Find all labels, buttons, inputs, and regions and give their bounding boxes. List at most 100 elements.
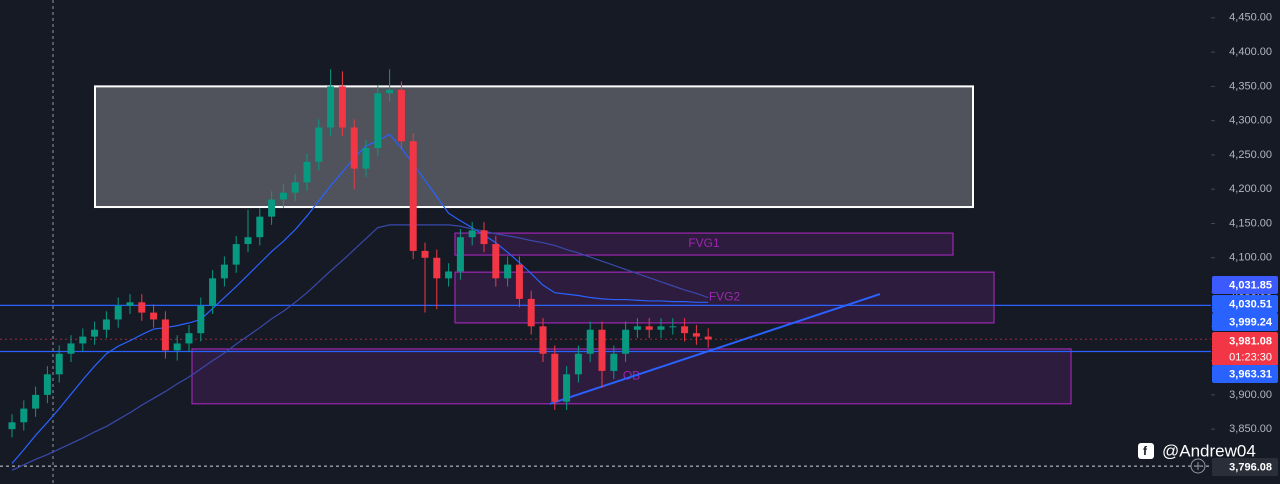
price-tag — [1212, 332, 1278, 350]
zone — [94, 85, 974, 209]
candle-body — [563, 374, 571, 402]
candle-body — [268, 199, 276, 217]
price-axis: 4,450.00 4,400.00 4,350.00 4,300.00 4,250.00… — [1211, 0, 1280, 484]
candle-body — [338, 86, 346, 128]
candle-body — [480, 230, 488, 245]
candle-body — [185, 333, 193, 344]
plus-circle[interactable] — [1190, 458, 1206, 474]
y-tick-label: 4,300.00 — [1229, 115, 1272, 127]
candle-body — [20, 408, 28, 423]
candle-body — [91, 329, 99, 337]
moving-average — [11, 224, 709, 471]
candle-body — [527, 298, 535, 327]
candle-body — [32, 394, 40, 409]
price-tag — [1212, 365, 1278, 383]
trendline — [549, 293, 881, 405]
candle-body — [421, 250, 429, 258]
candle-body — [515, 264, 523, 299]
candle-body — [67, 343, 75, 354]
candle-body — [397, 89, 405, 142]
countdown-bg — [1212, 349, 1278, 365]
price-tag-label: 3,796.08 — [1229, 461, 1272, 473]
candle-body — [622, 329, 630, 354]
y-tick-label: 4,450.00 — [1229, 12, 1272, 24]
candle-body — [551, 353, 559, 402]
candle-body — [362, 148, 370, 169]
candle-body — [633, 326, 641, 330]
zone — [454, 232, 954, 256]
candle-body — [374, 93, 382, 149]
logo — [1138, 443, 1154, 459]
y-tick-label: 3,850.00 — [1229, 423, 1272, 435]
y-tick-label: 3,900.00 — [1229, 389, 1272, 401]
candle-body — [327, 86, 335, 128]
candle-body — [197, 305, 205, 334]
candle-body — [173, 343, 181, 351]
y-tick-label: 4,250.00 — [1229, 149, 1272, 161]
price-tag-label: 3,999.24 — [1229, 316, 1273, 328]
price-tag — [1212, 276, 1278, 294]
candle-body — [315, 127, 323, 162]
candle-body — [704, 336, 712, 340]
candle-body — [657, 326, 665, 330]
candle-body — [468, 230, 476, 238]
zone-label: FVG2 — [709, 290, 741, 304]
candle-body — [586, 329, 594, 354]
candle-body — [681, 326, 689, 334]
candle-body — [692, 333, 700, 337]
candle-body — [256, 216, 264, 238]
candle-body — [504, 264, 512, 279]
candle-body — [279, 192, 287, 200]
candle-body — [539, 326, 547, 354]
watermark: @Andrew04 — [1162, 441, 1256, 460]
candle-body — [8, 422, 16, 430]
countdown: 01:23:30 — [1229, 351, 1272, 363]
y-tick-label: 4,100.00 — [1229, 252, 1272, 264]
candle-body — [456, 237, 464, 272]
candle-body — [150, 312, 158, 320]
candle-body — [244, 237, 252, 245]
price-tag — [1212, 295, 1278, 313]
candle-body — [350, 127, 358, 169]
candle-body — [598, 329, 606, 371]
candle-body — [645, 326, 653, 330]
candle-body — [574, 353, 582, 375]
candle-body — [291, 182, 299, 193]
candle-body — [126, 302, 134, 306]
price-tag — [1212, 458, 1278, 476]
candle-body — [492, 244, 500, 279]
candle-body — [138, 302, 146, 313]
zone — [454, 271, 995, 324]
candle-body — [433, 257, 441, 279]
candle-body — [303, 161, 311, 183]
candle-body — [232, 244, 240, 265]
candle-body — [220, 264, 228, 279]
axis-bg — [1211, 0, 1280, 484]
candle-body — [102, 319, 110, 330]
watermark-group: f @Andrew04 — [1138, 441, 1256, 460]
candle-body — [43, 374, 51, 395]
y-tick-label: 4,400.00 — [1229, 46, 1272, 58]
price-tag-label: 4,031.85 — [1229, 279, 1272, 291]
candle-body — [669, 326, 677, 328]
y-tick-label: 4,150.00 — [1229, 217, 1272, 229]
candle-body — [209, 278, 217, 306]
candle-body — [114, 305, 122, 320]
moving-average — [11, 133, 709, 464]
price-tag-label: 3,981.08 — [1229, 335, 1272, 347]
price-tag — [1212, 313, 1278, 331]
candle-body — [409, 141, 417, 251]
candle-body — [79, 336, 87, 344]
candle-body — [610, 353, 618, 371]
candle-body — [386, 89, 394, 94]
plus-icon[interactable] — [1190, 458, 1206, 474]
y-tick-label: 4,350.00 — [1229, 80, 1272, 92]
candle-body — [55, 353, 63, 375]
y-tick-label: 4,200.00 — [1229, 183, 1272, 195]
logo-glyph: f — [1143, 444, 1148, 458]
zone-label: FVG1 — [688, 236, 720, 250]
candle-body — [161, 319, 169, 351]
price-tag-label: 4,030.51 — [1229, 298, 1272, 310]
